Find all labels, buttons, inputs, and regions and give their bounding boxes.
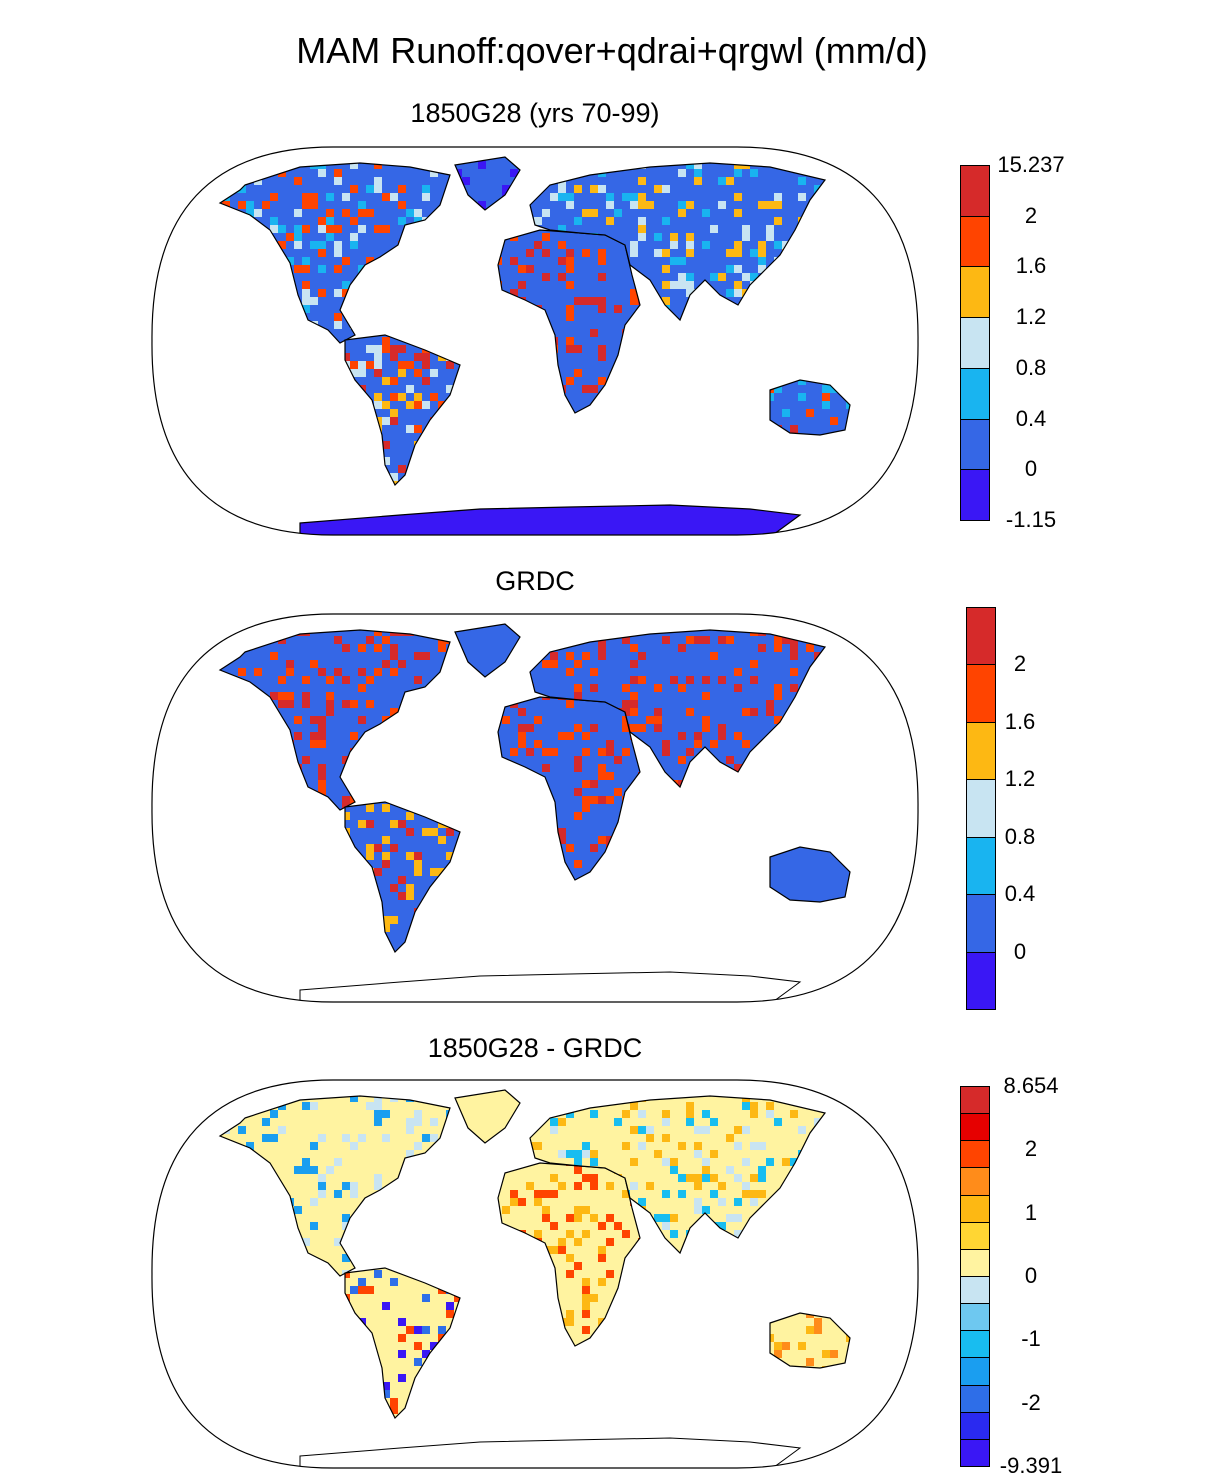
antarctica-coastline xyxy=(299,504,802,535)
colorbar-tick-label: 1.6 xyxy=(1000,709,1040,735)
map-model xyxy=(151,146,919,536)
figure-title: MAM Runoff:qover+qdrai+qrgwl (mm/d) xyxy=(0,30,1224,72)
colorbar-tick-label: 2 xyxy=(996,203,1066,229)
map-border xyxy=(151,146,919,536)
colorbar-tick-label: 0.4 xyxy=(996,406,1066,432)
colorbar-tick-label: 1.6 xyxy=(996,253,1066,279)
panel-title-model: 1850G28 (yrs 70-99) xyxy=(150,98,920,129)
australia-coastline xyxy=(769,846,851,903)
colorbar-swatch xyxy=(960,367,990,420)
colorbar-swatch xyxy=(960,1140,990,1169)
colorbar-swatch xyxy=(960,266,990,319)
panel-title-difference: 1850G28 - GRDC xyxy=(150,1033,920,1064)
australia-coastline xyxy=(769,1312,851,1369)
north-america-coastline xyxy=(218,1095,451,1277)
map-difference xyxy=(151,1079,919,1469)
colorbar-tick-label: 1 xyxy=(996,1200,1066,1226)
panel-title-grdc: GRDC xyxy=(150,566,920,597)
colorbar-swatch xyxy=(966,721,996,781)
map-border xyxy=(151,613,919,1003)
colorbar-tick-label: 15.237 xyxy=(996,152,1066,178)
colorbar-tick-label: 0.4 xyxy=(1000,881,1040,907)
colorbar-tick-label: 0 xyxy=(1000,939,1040,965)
eurasia-coastline xyxy=(529,629,827,789)
colorbar-swatch xyxy=(960,1194,990,1223)
colorbar-tick-label: 0 xyxy=(996,456,1066,482)
colorbar-swatch xyxy=(960,1330,990,1359)
colorbar-tick-label: -2 xyxy=(996,1390,1066,1416)
eurasia-coastline xyxy=(529,162,827,322)
colorbar-swatch xyxy=(960,1438,990,1467)
greenland-coastline xyxy=(454,1089,521,1144)
colorbar-tick-label: 8.654 xyxy=(996,1073,1066,1099)
colorbar-swatch xyxy=(960,215,990,268)
colorbar-swatch xyxy=(960,165,990,217)
colorbar-swatch xyxy=(960,1384,990,1413)
colorbar-model: 15.237 2 1.6 1.2 0.8 0.4 0 -1.15 xyxy=(960,152,1070,532)
colorbar-swatch xyxy=(960,418,990,471)
colorbar-swatch xyxy=(960,1221,990,1250)
greenland-coastline xyxy=(454,623,521,678)
colorbar-swatch xyxy=(960,1357,990,1386)
map-grdc xyxy=(151,613,919,1003)
colorbar-grdc: 2 1.6 1.2 0.8 0.4 0 xyxy=(966,607,1046,1010)
colorbar-swatch xyxy=(960,469,990,521)
north-america-coastline xyxy=(218,162,451,344)
colorbar-swatch xyxy=(966,894,996,953)
colorbar-tick-label: -1 xyxy=(996,1326,1066,1352)
colorbar-swatch xyxy=(960,1248,990,1277)
colorbar-swatch xyxy=(966,607,996,666)
colorbar-swatch xyxy=(960,1411,990,1440)
colorbar-tick-label: 1.2 xyxy=(996,304,1066,330)
australia-coastline xyxy=(769,379,851,436)
map-border xyxy=(151,1079,919,1469)
colorbar-swatch xyxy=(960,1086,990,1115)
south-america-coastline xyxy=(344,801,461,954)
colorbar-tick-label: 2 xyxy=(1000,651,1040,677)
colorbar-tick-label: 0 xyxy=(996,1263,1066,1289)
eurasia-coastline xyxy=(529,1095,827,1255)
colorbar-tick-label: 2 xyxy=(996,1136,1066,1162)
antarctica-outline xyxy=(299,971,802,1002)
north-america-coastline xyxy=(218,629,451,811)
greenland-coastline xyxy=(454,156,521,211)
south-america-coastline xyxy=(344,1267,461,1420)
colorbar-difference: 8.654 2 1 0 -1 -2 -9.391 xyxy=(960,1073,1070,1478)
colorbar-swatch xyxy=(960,1276,990,1305)
colorbar-swatch xyxy=(966,951,996,1010)
colorbar-swatch xyxy=(960,317,990,369)
colorbar-swatch xyxy=(960,1167,990,1196)
colorbar-swatch xyxy=(960,1303,990,1332)
colorbar-tick-label: 0.8 xyxy=(996,355,1066,381)
colorbar-tick-label: 1.2 xyxy=(1000,766,1040,792)
colorbar-tick-label: -1.15 xyxy=(996,507,1066,533)
colorbar-tick-label: -9.391 xyxy=(996,1453,1066,1479)
colorbar-tick-label: 0.8 xyxy=(1000,824,1040,850)
colorbar-swatch xyxy=(966,779,996,838)
antarctica-outline xyxy=(299,1437,802,1468)
colorbar-swatch xyxy=(960,1113,990,1142)
colorbar-swatch xyxy=(966,664,996,723)
south-america-coastline xyxy=(344,334,461,487)
colorbar-swatch xyxy=(966,836,996,896)
